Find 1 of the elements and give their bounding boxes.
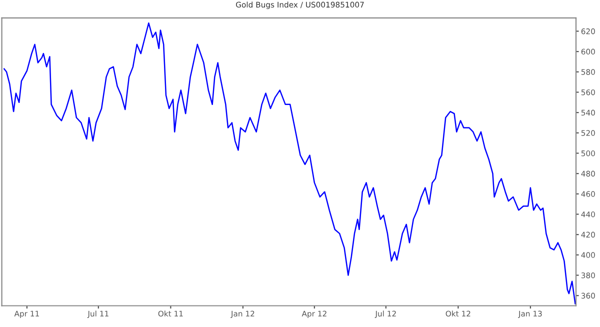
line-series xyxy=(4,22,576,304)
